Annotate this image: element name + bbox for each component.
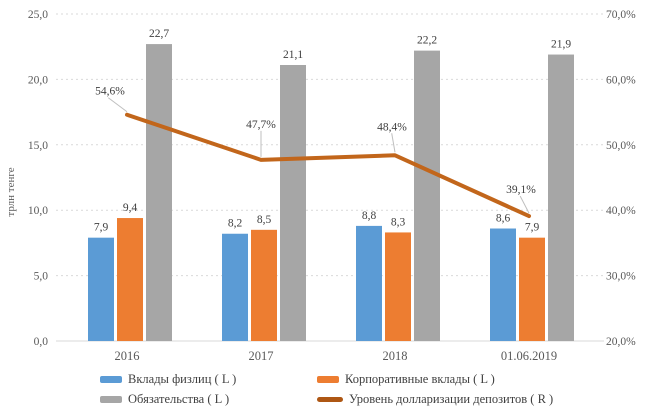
bar-series3-01.06.2019	[548, 54, 574, 341]
legend-label: Обязательства ( L )	[128, 392, 230, 406]
bar-value-label: 9,4	[123, 202, 138, 214]
bar-series1-01.06.2019	[490, 228, 516, 341]
bar-value-label: 8,6	[496, 213, 511, 225]
bar-value-label: 21,1	[283, 49, 303, 61]
bar-series1-2017	[222, 233, 248, 341]
line-value-label: 39,1%	[506, 184, 536, 196]
x-axis-category-label: 2018	[383, 349, 408, 363]
dollarization-line	[125, 112, 531, 219]
legend-swatch-blue-bar	[100, 375, 122, 383]
bar-series1-2016	[88, 237, 114, 341]
line-value-label: 48,4%	[377, 121, 407, 133]
legend-label: Уровень долларизации депозитов ( R )	[349, 392, 554, 406]
right-axis-tick-label: 40,0%	[606, 205, 636, 217]
line-value-label: 47,7%	[246, 119, 276, 131]
x-axis-category-label: 01.06.2019	[501, 349, 557, 363]
left-axis-tick-label: 0,0	[34, 336, 49, 348]
bar-series2-2017	[251, 229, 277, 341]
legend-swatch-gray-bar	[100, 395, 122, 403]
label-leader-line	[391, 133, 396, 153]
legend-swatch-dollarization-line	[317, 396, 343, 402]
right-axis-tick-label: 60,0%	[606, 74, 636, 86]
chart-svg: 0,0 20,0% 5,0 30,0% 10,0 40,0% 15,0 50,0% 20,0 60…	[5, 9, 636, 363]
bar-series3-2016	[146, 44, 172, 342]
bar-value-label: 22,2	[417, 35, 437, 47]
legend-item-dollarization-level: Уровень долларизации депозитов ( R )	[317, 391, 553, 407]
bar-value-label: 21,9	[551, 39, 571, 51]
bar-series2-2018	[385, 232, 411, 341]
bar-value-label: 8,3	[391, 216, 406, 228]
left-axis-tick-label: 20,0	[28, 74, 48, 86]
bar-series3-2018	[414, 50, 440, 342]
bar-value-label: 22,7	[149, 28, 169, 40]
legend-swatch-orange-bar	[317, 375, 339, 383]
bar-series2-2016	[117, 218, 143, 341]
bar-value-label: 8,8	[362, 210, 377, 222]
legend-item-liabilities: Обязательства ( L )	[100, 391, 317, 407]
left-axis-tick-label: 10,0	[28, 205, 48, 217]
right-axis-tick-label: 70,0%	[606, 9, 636, 21]
legend-item-deposits-individuals: Вклады физлиц ( L )	[100, 371, 317, 387]
x-axis-category-label: 2017	[249, 349, 274, 363]
chart-legend: Вклады физлиц ( L ) Корпоративные вклады…	[100, 371, 553, 407]
bar-series2-01.06.2019	[519, 237, 545, 341]
legend-label: Вклады физлиц ( L )	[128, 372, 237, 386]
label-leader-line	[108, 97, 128, 113]
left-axis-tick-label: 15,0	[28, 140, 48, 152]
line-value-label: 54,6%	[95, 86, 125, 98]
x-axis-category-label: 2016	[115, 349, 140, 363]
left-axis-tick-label: 25,0	[28, 9, 48, 21]
bar-series3-2017	[280, 65, 306, 342]
legend-label: Корпоративные вклады ( L )	[345, 372, 495, 386]
left-axis-title: трлн тенге	[5, 167, 17, 216]
legend-item-corporate-deposits: Корпоративные вклады ( L )	[317, 371, 553, 387]
bar-value-label: 7,9	[94, 222, 109, 234]
label-leader-line	[519, 195, 530, 214]
bar-value-label: 8,2	[228, 218, 243, 230]
bar-series1-2018	[356, 225, 382, 341]
right-axis-tick-label: 30,0%	[606, 271, 636, 283]
right-axis-tick-label: 50,0%	[606, 140, 636, 152]
bar-value-label: 7,9	[525, 222, 540, 234]
left-axis-tick-label: 5,0	[34, 271, 49, 283]
right-axis-tick-label: 20,0%	[606, 336, 636, 348]
bar-value-label: 8,5	[257, 214, 272, 226]
